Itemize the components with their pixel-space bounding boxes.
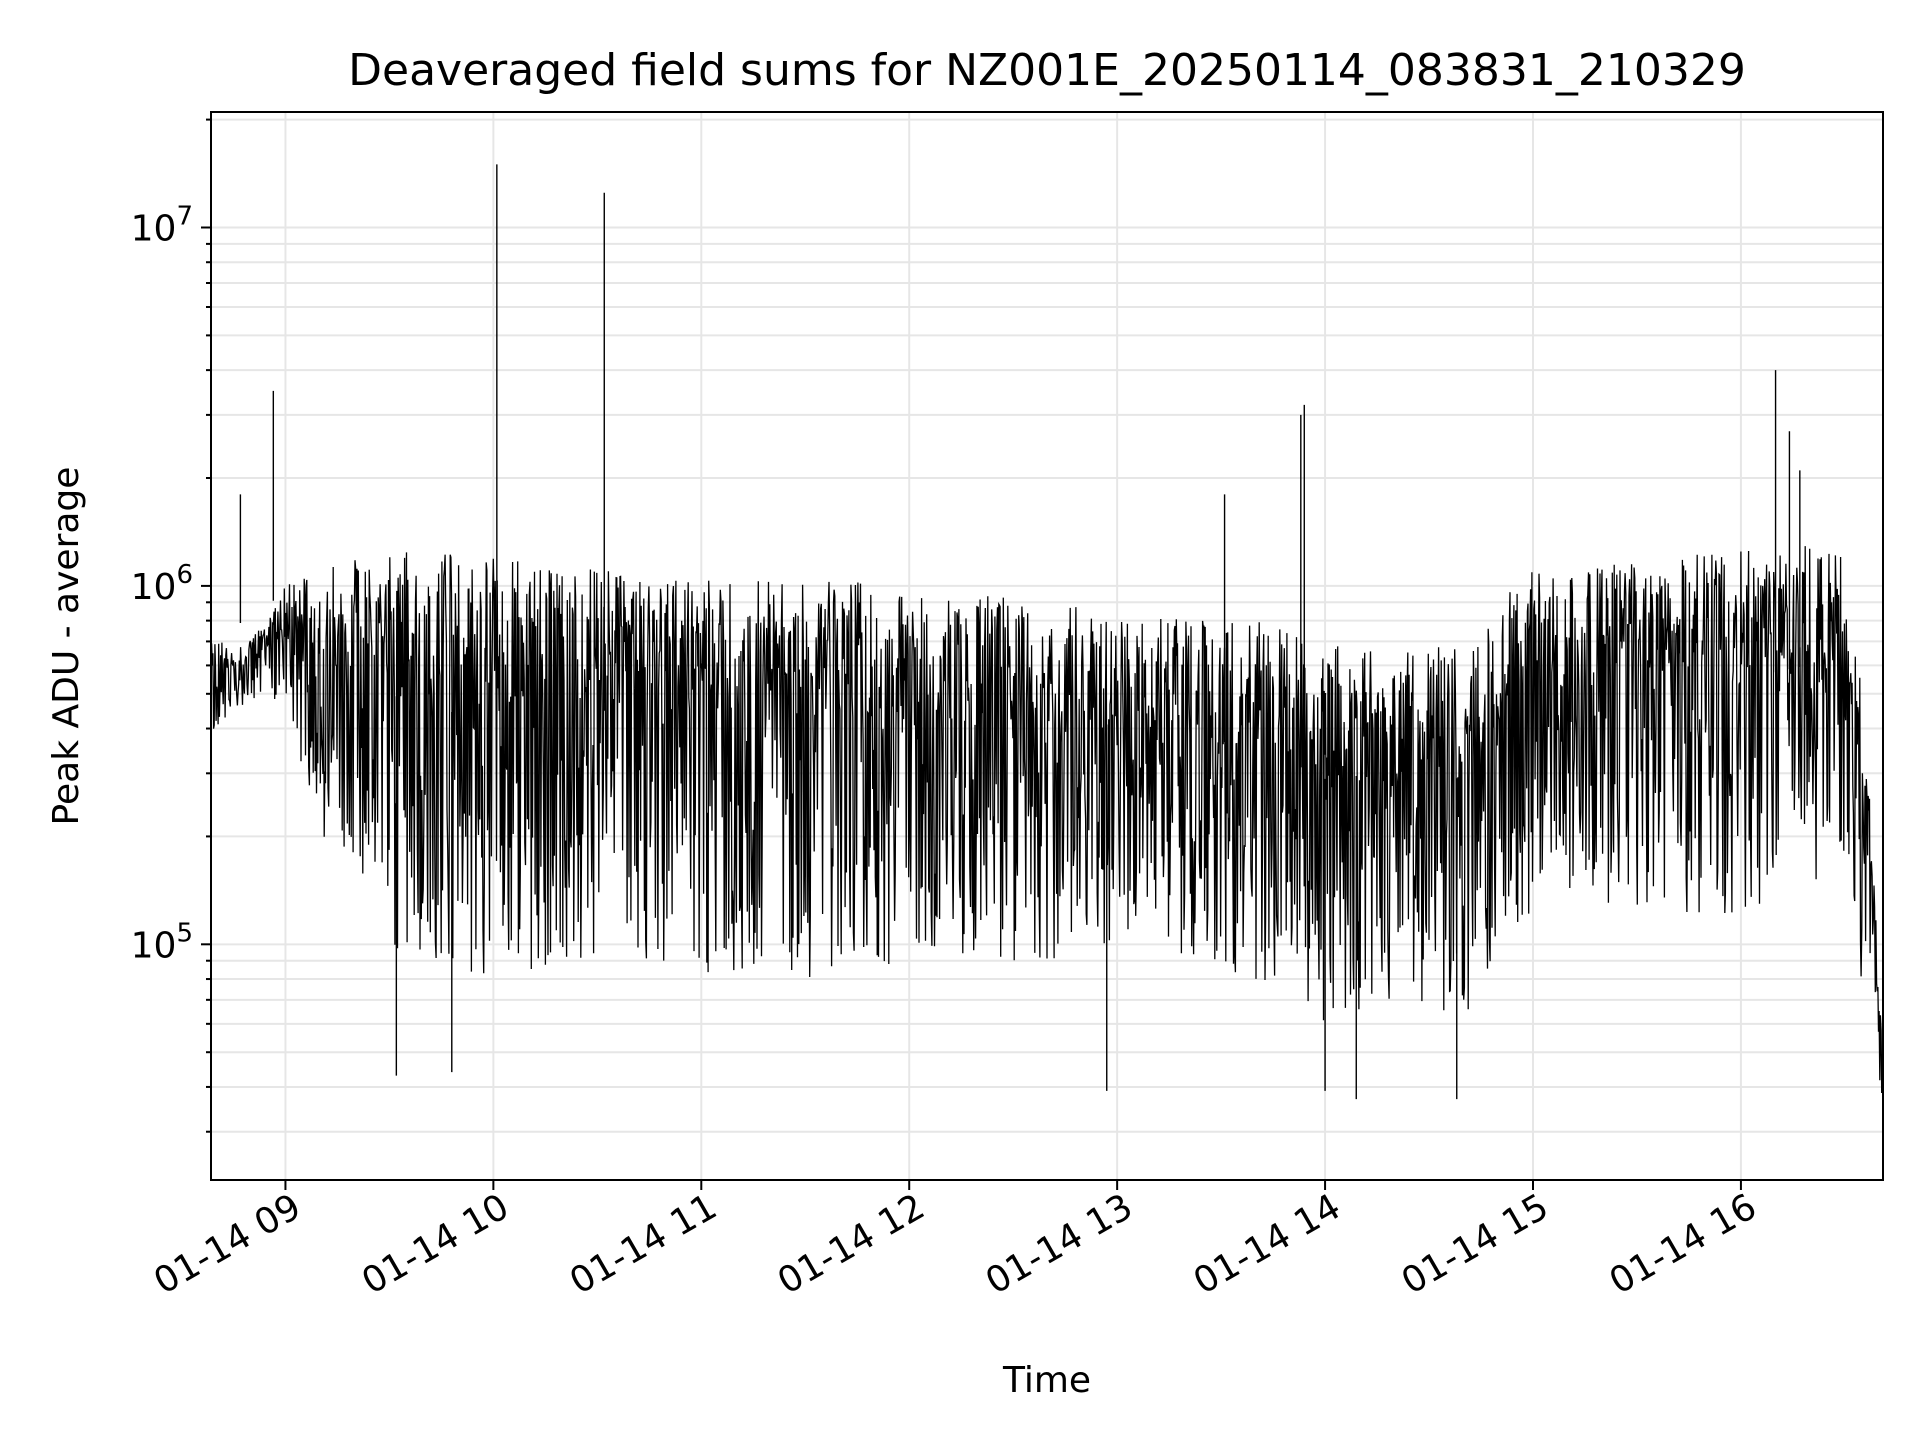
y-tick-label: 105 [131, 918, 193, 966]
series-line [210, 546, 1884, 1097]
y-axis: 105 106 107 [131, 118, 211, 1133]
x-axis-label: Time [1002, 1360, 1091, 1401]
y-tick-label: 107 [131, 201, 193, 249]
spikes [239, 164, 1884, 1132]
chart-title: Deaveraged field sums for NZ001E_2025011… [348, 45, 1746, 96]
plot-area [210, 164, 1884, 1132]
y-tick-label: 106 [131, 560, 193, 608]
plot-frame [210, 111, 1884, 1181]
y-axis-label: Peak ADU - average [46, 467, 87, 826]
